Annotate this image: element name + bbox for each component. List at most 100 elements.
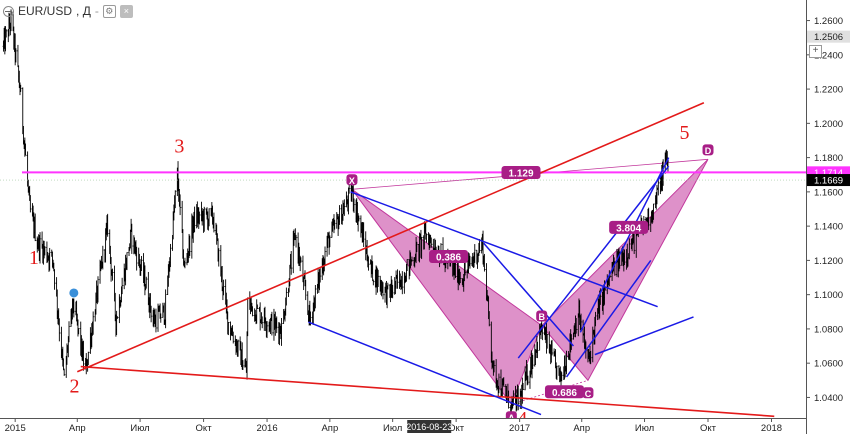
channel-line-blue[interactable]: [594, 316, 694, 356]
ohlc-bar: [459, 271, 462, 284]
x-tick-label: Окт: [196, 423, 213, 434]
ohlc-bar: [43, 246, 46, 256]
time-axis-panel: [0, 418, 806, 434]
ohlc-bar: [259, 302, 262, 331]
y-tick-label: 1.2200: [814, 85, 843, 96]
pattern-point-label: A: [508, 413, 515, 423]
ohlc-bar: [222, 279, 225, 296]
pattern-ratio-text: 0.386: [436, 252, 461, 263]
ohlc-bar: [493, 360, 495, 373]
pattern-ratio-badge: [501, 166, 541, 180]
ohlc-bar: [39, 232, 41, 264]
ohlc-bar: [357, 215, 360, 222]
trendline-red[interactable]: [80, 365, 775, 418]
ohlc-bar: [406, 259, 409, 271]
ohlc-bar: [522, 382, 524, 391]
x-tick-label: Окт: [448, 423, 465, 434]
ohlc-bar: [498, 373, 500, 394]
ohlc-bar: [633, 234, 636, 254]
ohlc-bar: [169, 243, 172, 268]
ohlc-bar: [290, 251, 293, 275]
x-tick-label: 2015: [5, 423, 26, 434]
ohlc-bar: [246, 331, 248, 380]
ohlc-bar: [536, 341, 539, 359]
ohlc-bar: [275, 316, 278, 334]
ohlc-bar: [367, 256, 370, 271]
pattern-point-label: D: [705, 146, 712, 156]
ohlc-bar: [502, 377, 505, 387]
y-tick-label: 1.1200: [814, 256, 843, 267]
ohlc-bar: [63, 368, 66, 376]
ohlc-bar: [29, 195, 32, 213]
wave-label-5: 5: [680, 122, 690, 144]
x-tick-label: Апр: [573, 423, 590, 434]
channel-line-blue[interactable]: [517, 165, 670, 359]
pattern-ratio-label: 3.804: [609, 220, 649, 234]
close-icon[interactable]: ×: [119, 4, 133, 18]
ohlc-bar: [97, 276, 99, 303]
settings-icon[interactable]: ⚙: [102, 4, 116, 18]
ohlc-bar: [87, 351, 90, 366]
ohlc-bar: [473, 244, 476, 263]
wave-label-2: 2: [70, 375, 80, 397]
ohlc-bar: [174, 190, 177, 209]
pattern-ratio-badge: [429, 249, 469, 263]
interval-label[interactable]: , Д: [76, 4, 91, 18]
ohlc-bar: [140, 256, 143, 272]
ohlc-bar: [594, 311, 597, 327]
ohlc-bar: [527, 375, 529, 385]
y-tick-label: 1.2400: [814, 50, 843, 61]
x-tick-label: Июл: [635, 423, 654, 434]
ohlc-bar: [5, 29, 8, 38]
ohlc-bar: [353, 198, 355, 213]
ohlc-bar: [217, 248, 220, 267]
symbol-label[interactable]: EUR/USD: [18, 4, 73, 18]
pattern-point-badge: [346, 174, 358, 186]
chart-header: EUR/USD , Д - ⚙ ×: [0, 0, 133, 22]
channel-line-blue[interactable]: [350, 191, 658, 308]
event-marker-dot: [68, 287, 80, 299]
add-price-alert-button[interactable]: +: [809, 45, 822, 58]
ohlc-bar: [657, 179, 660, 196]
x-tick-label: 2016: [256, 423, 277, 434]
ohlc-bar: [251, 306, 254, 317]
calendar-event-icon[interactable]: [68, 287, 80, 299]
ohlc-bar: [647, 207, 650, 231]
ohlc-bar: [362, 222, 365, 247]
ohlc-bar: [68, 321, 70, 343]
ohlc-bar: [164, 289, 167, 329]
channel-line-blue[interactable]: [565, 259, 652, 378]
ohlc-bar: [159, 313, 162, 323]
price-label-bg: [807, 174, 850, 187]
ohlc-bar: [565, 350, 568, 375]
crosshair-date-bg: [407, 420, 452, 433]
ohlc-bar: [135, 246, 138, 271]
ohlc-bar: [628, 238, 631, 260]
ohlc-bar: [285, 287, 288, 306]
crosshair-date-label: 2016-08-23: [406, 420, 452, 433]
x-tick-label: 2018: [761, 423, 782, 434]
channel-line-blue[interactable]: [483, 242, 575, 347]
channel-line-blue[interactable]: [308, 321, 542, 416]
collapse-icon[interactable]: [3, 5, 14, 17]
ohlc-bar: [24, 143, 27, 156]
ohlc-bar: [179, 194, 182, 216]
price-axis-panel: [806, 0, 850, 434]
price-label-grey: 1.2506: [807, 30, 850, 43]
ohlc-bar: [121, 277, 124, 295]
ohlc-bars: [2, 9, 669, 418]
ohlc-bar: [270, 311, 273, 336]
ohlc-bar: [430, 237, 433, 248]
ohlc-bar: [246, 297, 249, 337]
trendline-red[interactable]: [76, 102, 705, 373]
x-tick-label: 2017: [509, 423, 530, 434]
ohlc-bar: [261, 316, 264, 329]
pattern-point-c: C: [582, 387, 594, 399]
channel-line-blue[interactable]: [579, 157, 670, 333]
ohlc-bar: [589, 350, 592, 365]
y-tick-label: 1.0600: [814, 359, 843, 370]
ohlc-bar: [92, 311, 95, 335]
pattern-ratio-label: 1.129: [501, 166, 541, 180]
